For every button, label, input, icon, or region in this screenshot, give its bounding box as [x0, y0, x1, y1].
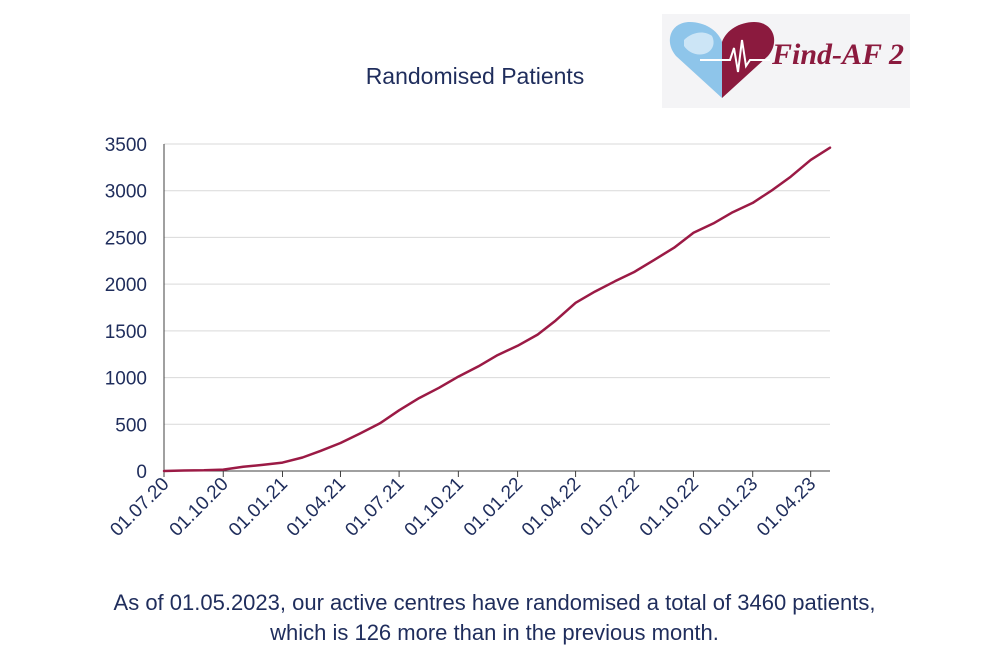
x-tick-label: 01.04.21 — [283, 474, 350, 541]
logo-heart-right — [722, 22, 775, 98]
x-tick-label: 01.01.23 — [695, 474, 762, 541]
axes — [163, 144, 830, 472]
footer-caption: As of 01.05.2023, our active centres hav… — [0, 588, 989, 648]
y-tick-label: 2000 — [105, 275, 147, 296]
x-tick-label: 01.07.22 — [577, 474, 644, 541]
y-tick-label: 2500 — [105, 228, 147, 249]
x-tick-label: 01.07.20 — [106, 474, 173, 541]
x-axis-ticks: 01.07.2001.10.2001.01.2101.04.2101.07.21… — [106, 471, 820, 541]
y-tick-label: 1500 — [105, 322, 147, 343]
footer-line-2: which is 126 more than in the previous m… — [270, 620, 719, 645]
logo-brain-icon — [684, 32, 714, 55]
x-tick-label: 01.10.22 — [636, 474, 703, 541]
footer-line-1: As of 01.05.2023, our active centres hav… — [113, 590, 876, 615]
x-tick-label: 01.01.21 — [225, 474, 292, 541]
y-tick-label: 0 — [136, 462, 147, 483]
grid — [164, 143, 830, 425]
x-tick-label: 01.04.23 — [753, 474, 820, 541]
x-tick-label: 01.10.20 — [166, 474, 233, 541]
logo: Find-AF 2 — [662, 14, 910, 108]
y-axis-ticks: 0 500 1000 1500 2000 2500 3000 3500 — [105, 135, 147, 483]
x-tick-label: 01.07.21 — [341, 474, 408, 541]
series-line — [162, 146, 832, 473]
chart: Randomised Patients Find-AF 2 0 500 1000 15… — [105, 14, 910, 541]
logo-text: Find-AF 2 — [771, 38, 904, 71]
chart-title: Randomised Patients — [366, 63, 585, 89]
x-tick-label: 01.04.22 — [518, 474, 585, 541]
y-tick-label: 3000 — [105, 182, 147, 203]
y-tick-label: 1000 — [105, 369, 147, 390]
x-tick-label: 01.10.21 — [401, 474, 468, 541]
x-tick-label: 01.01.22 — [460, 474, 527, 541]
y-tick-label: 500 — [115, 415, 147, 436]
y-tick-label: 3500 — [105, 135, 147, 156]
series-layer — [162, 146, 832, 473]
logo-ecg-icon — [700, 39, 770, 73]
